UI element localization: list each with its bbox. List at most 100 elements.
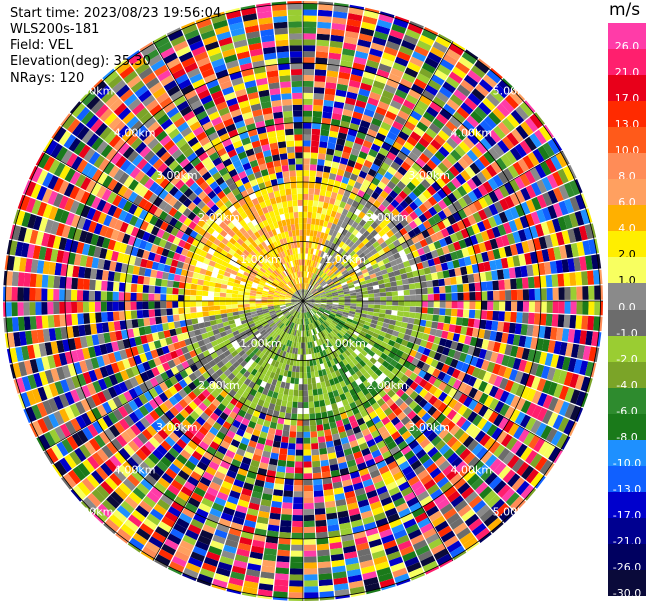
velocity-gate bbox=[335, 212, 342, 220]
velocity-gate bbox=[546, 220, 556, 234]
velocity-gate bbox=[504, 311, 511, 322]
velocity-gate bbox=[451, 41, 466, 51]
velocity-gate bbox=[426, 185, 437, 196]
velocity-gate bbox=[436, 64, 452, 76]
velocity-gate bbox=[315, 514, 326, 521]
velocity-gate bbox=[431, 272, 439, 280]
velocity-gate bbox=[358, 234, 366, 242]
velocity-gate bbox=[371, 319, 378, 325]
velocity-gate bbox=[481, 251, 490, 262]
velocity-gate bbox=[324, 267, 330, 274]
velocity-gate bbox=[303, 283, 305, 290]
velocity-gate bbox=[467, 92, 482, 106]
velocity-gate bbox=[392, 301, 399, 306]
velocity-gate bbox=[304, 556, 317, 563]
velocity-gate bbox=[392, 94, 405, 105]
velocity-gate bbox=[356, 94, 369, 103]
velocity-gate bbox=[351, 221, 359, 229]
velocity-gate bbox=[53, 302, 60, 315]
velocity-gate bbox=[303, 158, 310, 165]
velocity-gate bbox=[318, 288, 324, 292]
velocity-gate bbox=[414, 45, 429, 57]
velocity-gate bbox=[339, 277, 346, 282]
velocity-gate bbox=[388, 324, 395, 330]
velocity-gate bbox=[371, 177, 381, 186]
velocity-gate bbox=[130, 310, 138, 319]
velocity-gate bbox=[347, 13, 363, 22]
velocity-gate bbox=[340, 157, 349, 165]
velocity-gate bbox=[411, 162, 422, 173]
velocity-gate bbox=[454, 128, 467, 141]
velocity-gate bbox=[107, 271, 115, 282]
velocity-gate bbox=[393, 252, 401, 260]
velocity-gate bbox=[567, 228, 577, 243]
velocity-gate bbox=[398, 190, 408, 200]
velocity-gate bbox=[550, 155, 563, 171]
velocity-gate bbox=[480, 281, 488, 291]
velocity-gate bbox=[275, 429, 283, 437]
velocity-gate bbox=[413, 276, 421, 283]
velocity-gate bbox=[305, 277, 308, 284]
velocity-gate bbox=[41, 302, 48, 315]
velocity-gate bbox=[530, 337, 539, 350]
velocity-gate bbox=[447, 348, 456, 358]
velocity-gate bbox=[416, 40, 432, 52]
velocity-gate bbox=[428, 122, 441, 134]
velocity-gate bbox=[451, 301, 458, 309]
velocity-gate bbox=[407, 151, 419, 162]
velocity-gate bbox=[326, 209, 332, 216]
velocity-gate bbox=[330, 288, 337, 292]
velocity-gate bbox=[324, 88, 336, 96]
velocity-gate bbox=[404, 156, 415, 167]
velocity-gate bbox=[508, 220, 518, 233]
velocity-gate bbox=[579, 360, 589, 376]
velocity-gate bbox=[276, 423, 284, 431]
velocity-gate bbox=[316, 543, 330, 551]
velocity-gate bbox=[400, 218, 409, 228]
velocity-gate bbox=[378, 229, 386, 237]
velocity-gate bbox=[160, 308, 167, 316]
velocity-gate bbox=[207, 291, 215, 297]
velocity-gate bbox=[560, 151, 570, 165]
velocity-gate bbox=[489, 260, 497, 271]
velocity-gate bbox=[442, 53, 458, 66]
velocity-gate bbox=[469, 162, 481, 175]
velocity-gate bbox=[451, 292, 458, 301]
velocity-gate bbox=[350, 306, 357, 310]
velocity-gate bbox=[538, 236, 548, 250]
velocity-gate bbox=[309, 170, 317, 177]
velocity-gate bbox=[330, 124, 340, 133]
velocity-gate bbox=[237, 307, 245, 312]
velocity-gate bbox=[345, 97, 357, 106]
velocity-gate bbox=[338, 304, 345, 308]
velocity-gate bbox=[356, 176, 365, 185]
velocity-gate bbox=[524, 170, 536, 184]
velocity-gate bbox=[327, 248, 333, 255]
velocity-gate bbox=[347, 315, 354, 320]
velocity-gate bbox=[340, 258, 347, 265]
velocity-gate bbox=[315, 376, 321, 384]
velocity-gate bbox=[437, 162, 449, 173]
velocity-gate bbox=[276, 465, 286, 473]
velocity-gate bbox=[320, 183, 328, 191]
velocity-gate bbox=[351, 236, 359, 244]
velocity-gate bbox=[381, 142, 392, 152]
velocity-gate bbox=[429, 328, 437, 336]
velocity-gate bbox=[552, 301, 559, 314]
velocity-gate bbox=[314, 261, 318, 268]
velocity-gate bbox=[442, 81, 456, 94]
velocity-gate bbox=[273, 489, 284, 497]
velocity-gate bbox=[323, 220, 329, 228]
velocity-gate bbox=[306, 291, 311, 297]
velocity-gate bbox=[409, 56, 424, 68]
velocity-gate bbox=[504, 209, 514, 222]
velocity-gate bbox=[29, 287, 36, 301]
velocity-gate bbox=[322, 252, 328, 259]
velocity-gate bbox=[524, 252, 532, 265]
velocity-gate bbox=[358, 252, 366, 259]
velocity-gate bbox=[298, 390, 303, 397]
velocity-gate bbox=[406, 136, 418, 147]
velocity-gate bbox=[303, 449, 312, 456]
velocity-gate bbox=[471, 263, 480, 274]
velocity-gate bbox=[292, 401, 298, 408]
